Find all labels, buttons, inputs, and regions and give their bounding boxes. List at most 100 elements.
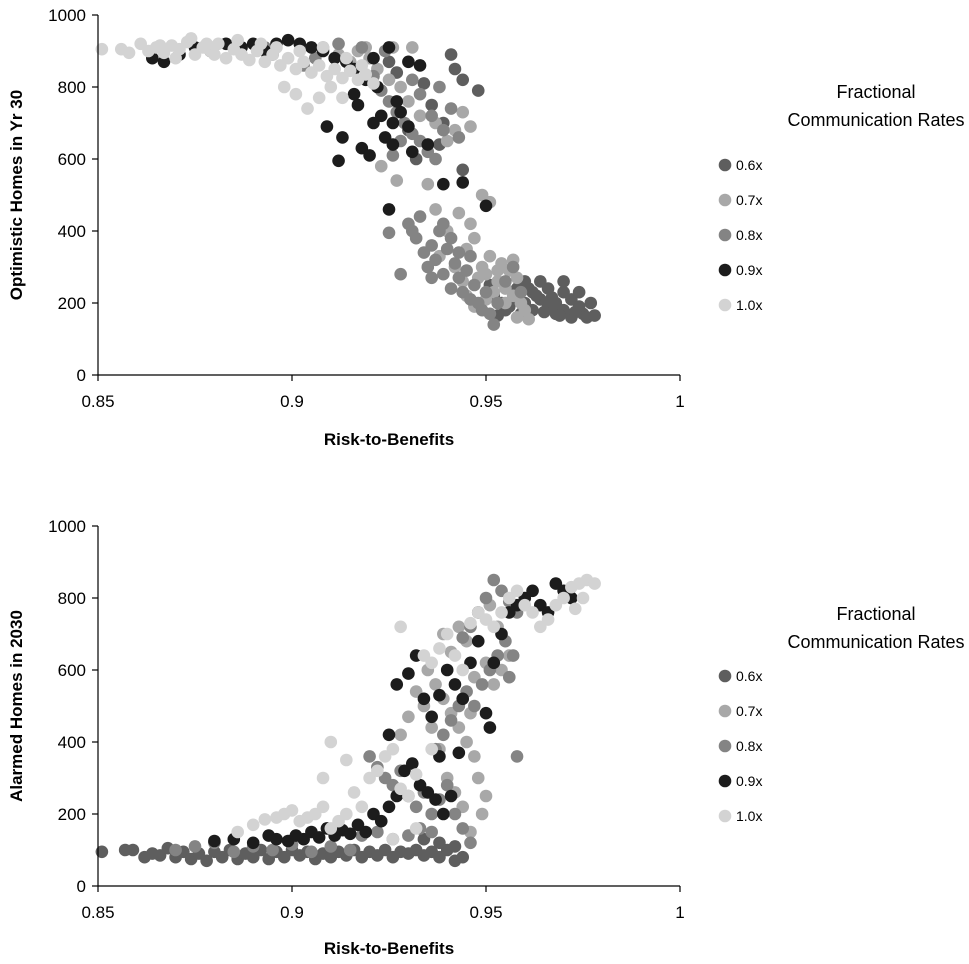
data-point-0.9x [413,59,427,72]
data-point-0.6x [557,275,570,288]
y-tick-label: 0 [77,877,86,896]
data-point-1.0x [285,804,299,817]
x-tick-label: 0.85 [81,903,114,922]
data-point-0.7x [429,678,442,691]
data-point-1.0x [425,656,438,670]
data-point-0.7x [464,217,477,231]
data-point-0.9x [374,814,388,828]
data-point-0.6x [126,843,140,857]
data-point-1.0x [328,62,341,76]
data-point-1.0x [456,663,470,677]
data-point-0.8x [456,631,470,644]
data-point-0.9x [437,177,450,191]
data-point-1.0x [324,735,338,749]
data-point-0.8x [425,109,438,123]
data-point-0.9x [386,138,400,151]
data-point-0.9x [390,678,404,691]
data-point-0.6x [433,836,446,850]
data-point-0.8x [382,226,396,240]
data-point-0.7x [468,750,481,763]
data-point-0.6x [417,77,431,90]
data-point-1.0x [568,602,582,616]
data-point-0.6x [200,854,213,868]
data-point-0.8x [460,264,473,277]
data-point-1.0x [355,59,369,72]
data-point-1.0x [409,768,423,781]
legend-label-0.9x: 0.9x [736,262,762,278]
legend-marker-0.9x [718,774,732,788]
data-point-0.8x [468,278,481,292]
data-point-0.8x [452,246,466,259]
data-point-0.9x [417,692,431,706]
data-point-1.0x [208,48,221,61]
data-point-1.0x [448,649,462,662]
data-point-1.0x [495,606,508,619]
legend-label-0.7x: 0.7x [736,703,762,719]
data-point-0.9x [382,728,396,742]
data-point-0.6x [572,285,586,299]
legend-marker-0.8x [718,228,732,242]
x-tick-label: 0.9 [280,392,304,411]
data-point-0.8x [305,845,318,859]
legend-marker-0.6x [718,669,732,683]
data-point-0.6x [537,305,551,319]
data-point-1.0x [243,53,256,67]
x-tick-label: 0.95 [469,903,502,922]
y-tick-label: 0 [77,366,86,385]
y-tick-label: 200 [58,805,86,824]
data-point-0.9x [382,203,396,216]
data-point-0.6x [456,163,470,177]
data-point-0.7x [483,249,497,263]
data-point-0.8x [506,649,520,662]
data-point-0.8x [448,807,462,821]
chart-panel-2: 0 200 400 600 800 1000 0.85 0.9 0.95 1 Risk-to-Ben… [7,517,965,958]
data-point-1.0x [336,91,349,105]
data-point-1.0x [297,55,310,69]
data-point-0.8x [514,285,528,299]
legend: Fractional Communication Rates 0.6x 0.7x 0.8… [718,604,965,824]
data-point-0.6x [456,850,470,864]
data-point-1.0x [122,46,136,60]
data-point-1.0x [95,42,109,56]
data-point-0.8x [448,257,462,270]
data-point-1.0x [219,51,233,65]
data-point-0.8x [425,825,438,839]
data-point-0.8x [413,87,427,101]
data-point-1.0x [258,813,272,826]
legend-title-line-1: Fractional [836,604,915,624]
data-point-0.8x [355,41,369,54]
data-point-0.7x [487,678,501,691]
data-point-0.6x [448,62,462,76]
data-point-0.8x [343,843,357,857]
data-point-0.9x [440,663,454,677]
legend-label-0.9x: 0.9x [736,773,762,789]
data-point-0.8x [227,845,241,859]
data-point-0.8x [475,678,489,691]
data-point-0.7x [452,620,466,634]
data-point-0.8x [394,267,407,281]
data-point-1.0x [316,800,330,814]
data-point-0.8x [425,807,438,821]
data-point-0.7x [522,312,535,326]
data-point-0.9x [405,757,419,770]
data-point-0.8x [464,836,477,850]
data-point-0.8x [169,843,182,857]
data-point-1.0x [153,39,167,52]
data-point-0.9x [208,834,221,848]
data-point-0.6x [448,840,462,853]
x-tick-label: 1 [675,392,684,411]
data-point-0.8x [506,260,520,274]
data-point-1.0x [440,627,454,641]
data-point-0.8x [266,843,279,857]
data-point-0.9x [421,138,435,151]
data-point-0.8x [332,37,345,51]
data-point-1.0x [557,591,570,605]
data-point-1.0x [464,616,477,630]
data-point-0.7x [421,177,435,191]
data-point-0.8x [464,249,477,263]
legend-label-0.8x: 0.8x [736,227,762,243]
data-point-0.8x [324,840,338,853]
data-point-0.8x [499,275,512,288]
data-point-0.8x [429,152,442,166]
data-point-0.9x [425,710,438,724]
